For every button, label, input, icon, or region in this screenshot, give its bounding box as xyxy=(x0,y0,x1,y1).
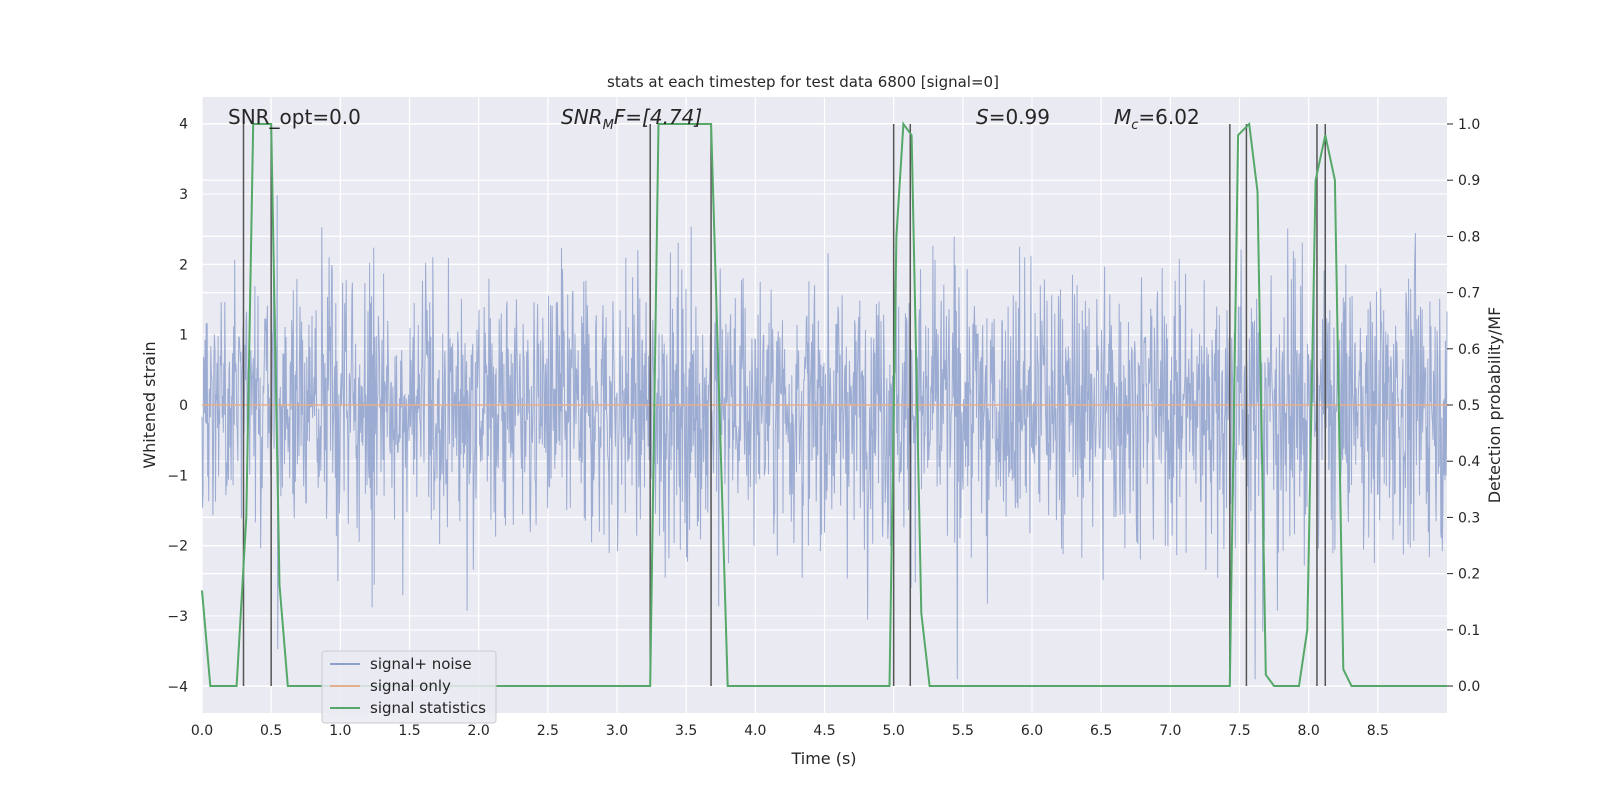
x-tick-label: 0.0 xyxy=(191,723,213,739)
y-tick-label: −4 xyxy=(167,679,188,695)
y2-tick-labels: 0.0 0.1 0.2 0.3 0.4 0.5 0.6 0.7 0.8 0.9 1.0 xyxy=(1447,117,1480,695)
y-tick-label: 2 xyxy=(179,257,188,273)
legend: signal+ noise signal only signal statist… xyxy=(321,650,497,724)
x-tick-label: 6.0 xyxy=(1021,723,1043,739)
s-annotation: S=0.99 xyxy=(976,105,1050,129)
x-axis-label: Time (s) xyxy=(790,749,856,768)
snr-mf-annotation: SNRMF=[4.74] xyxy=(561,105,702,133)
y2-tick-label: 0.1 xyxy=(1458,623,1480,639)
mc-annotation: Mc=6.02 xyxy=(1114,105,1200,133)
signal-noise-line xyxy=(201,195,1448,680)
legend-box xyxy=(321,650,497,724)
y2-tick-label: 0.6 xyxy=(1458,342,1480,358)
x-tick-label: 5.0 xyxy=(883,723,905,739)
y-tick-label: 1 xyxy=(179,328,188,344)
y-tick-label: −3 xyxy=(167,609,188,625)
y2-tick-label: 0.4 xyxy=(1458,454,1480,470)
x-tick-label: 5.5 xyxy=(952,723,974,739)
y-tick-labels: 4 3 2 1 0 −1 −2 −3 −4 xyxy=(167,117,188,696)
y-tick-label: 3 xyxy=(179,187,188,203)
x-tick-label: 1.5 xyxy=(398,723,420,739)
x-tick-label: 8.5 xyxy=(1367,723,1389,739)
y2-tick-label: 0.7 xyxy=(1458,286,1480,302)
signal-statistics-series xyxy=(201,121,1447,687)
snr-mf-symbol: SNR xyxy=(561,105,603,129)
y-tick-label: 4 xyxy=(179,117,188,133)
y-axis-label: Whitened strain xyxy=(140,341,159,468)
y-tick-label: −2 xyxy=(167,539,188,555)
legend-label-signal-only: signal only xyxy=(370,677,451,695)
x-tick-label: 1.0 xyxy=(329,723,351,739)
x-tick-label: 7.0 xyxy=(1159,723,1181,739)
legend-label-noise: signal+ noise xyxy=(370,655,472,673)
snr-mf-subscript: M xyxy=(603,118,614,133)
x-tick-label: 2.5 xyxy=(537,723,559,739)
y2-tick-label: 0.8 xyxy=(1458,229,1480,245)
x-tick-label: 4.5 xyxy=(813,723,835,739)
mc-symbol: M xyxy=(1114,105,1131,129)
x-tick-label: 6.5 xyxy=(1090,723,1112,739)
snr-mf-value: F=[4.74] xyxy=(614,105,702,129)
chart-title: stats at each timestep for test data 680… xyxy=(607,73,999,91)
x-tick-label: 4.0 xyxy=(744,723,766,739)
signal-noise-series xyxy=(201,195,1448,680)
x-tick-label: 2.0 xyxy=(468,723,490,739)
y2-tick-label: 0.2 xyxy=(1458,567,1480,583)
s-value: =0.99 xyxy=(989,105,1050,129)
x-tick-label: 7.5 xyxy=(1228,723,1250,739)
x-tick-label: 3.5 xyxy=(675,723,697,739)
y2-tick-label: 0.9 xyxy=(1458,173,1480,189)
mc-subscript: c xyxy=(1131,118,1138,133)
y2-tick-label: 0.5 xyxy=(1458,398,1480,414)
y2-tick-label: 0.0 xyxy=(1458,679,1480,695)
x-tick-label: 3.0 xyxy=(606,723,628,739)
y2-axis-label: Detection probability/MF xyxy=(1485,307,1504,504)
y2-tick-label: 0.3 xyxy=(1458,510,1480,526)
mc-value: =6.02 xyxy=(1138,105,1199,129)
y-tick-label: 0 xyxy=(179,398,188,414)
x-tick-labels: 0.0 0.5 1.0 1.5 2.0 2.5 3.0 3.5 4.0 4.5 5.0 5.5 6.0 6… xyxy=(191,723,1389,739)
s-symbol: S xyxy=(976,105,989,129)
signal-statistics-line xyxy=(201,121,1447,687)
x-tick-label: 0.5 xyxy=(260,723,282,739)
y-tick-label: −1 xyxy=(167,468,188,484)
snr-opt-annotation: SNR_opt=0.0 xyxy=(228,105,361,129)
legend-label-statistics: signal statistics xyxy=(370,699,486,717)
y2-tick-label: 1.0 xyxy=(1458,117,1480,133)
x-tick-label: 8.0 xyxy=(1298,723,1320,739)
